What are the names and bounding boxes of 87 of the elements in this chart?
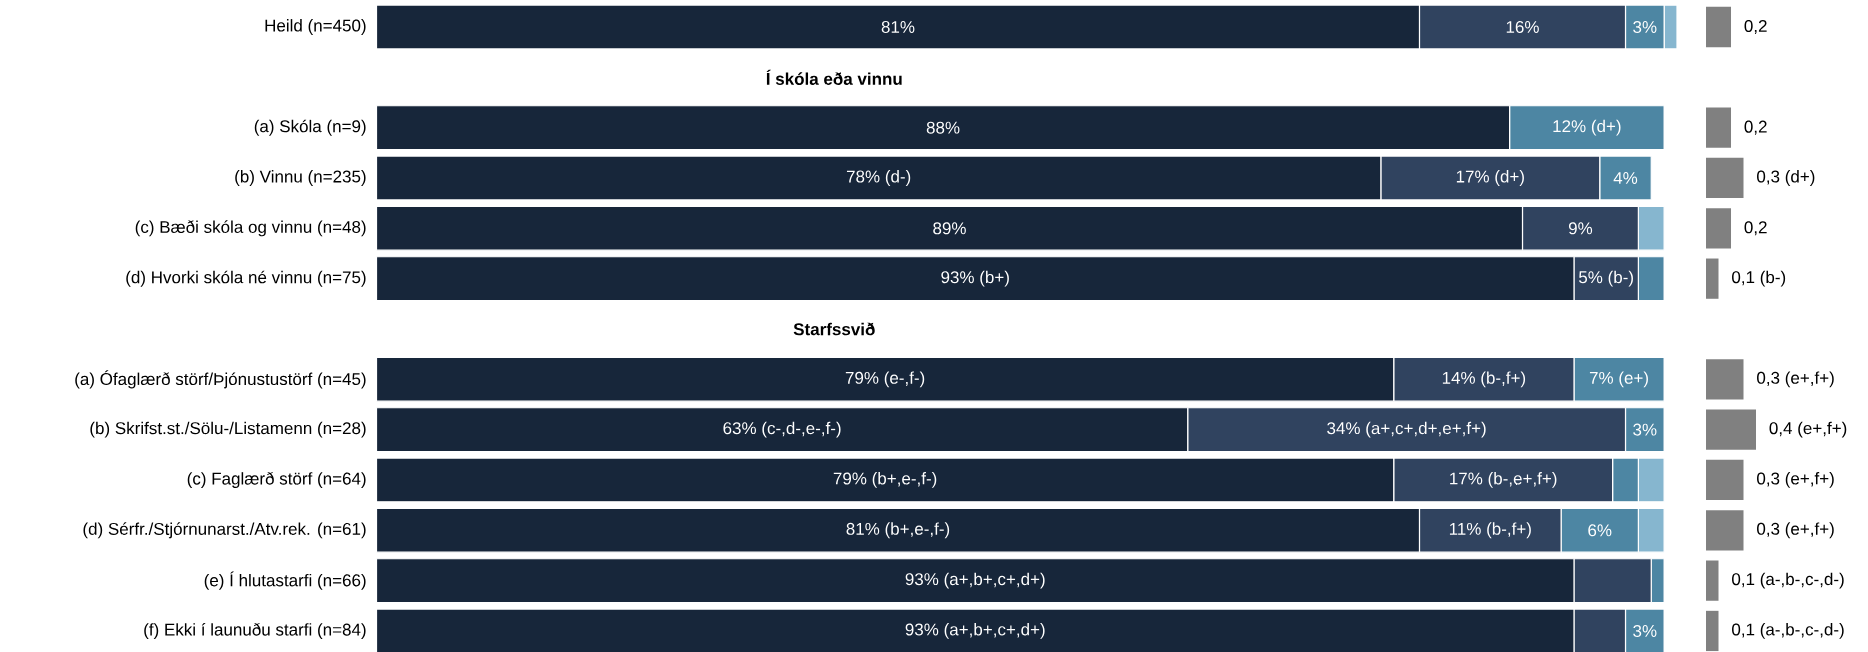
bar [375,155,1382,201]
data-label: 3% [1633,20,1657,34]
data-label: 93% (a+,b+,c+,d+) [905,572,1045,589]
y-tick-label: (c) Faglærð störf (n=64) [187,471,366,489]
data-label: 0,1 (b-) [1732,270,1786,287]
y-tick-label: (b) Skrifst.st./Sölu-/Listamenn (n=28) [90,421,366,438]
data-label: 0,2 [1744,120,1767,135]
bar [375,205,1524,251]
bar [375,457,1395,503]
data-label: 0,3 (d+) [1757,170,1815,186]
data-label: 0,1 (a-,b-,c-,d-) [1732,572,1844,589]
bar [1706,409,1757,450]
bar [1509,105,1665,151]
bar [1706,6,1732,48]
bar [1573,356,1665,402]
data-label: 78% (d-) [846,170,911,186]
data-label: 79% (e-,f-) [845,371,925,388]
data-label: 6% [1588,524,1612,537]
data-label: 3% [1633,423,1657,436]
y-tick-label: Starfssvið [793,322,875,336]
y-tick-label: (c) Bæði skóla og vinnu (n=48) [135,220,366,237]
data-label: 0,2 [1744,19,1767,35]
data-label: 0,4 (e+,f+) [1769,421,1847,438]
data-label: 11% (b-,f+) [1449,522,1531,539]
bar [1706,610,1719,652]
data-label: 93% (a+,b+,c+,d+) [905,623,1045,639]
bar [1573,608,1627,652]
data-label: 81% [881,20,915,34]
bar [1393,356,1575,402]
bar [1393,457,1614,503]
y-tick-label: (a) Ófaglærð störf/Þjónustustörf (n=45) [75,370,366,389]
bar [1560,507,1639,553]
data-label: 14% (b-,f+) [1442,371,1526,388]
data-label: 0,3 (e+,f+) [1757,522,1834,539]
data-label: 17% (d+) [1456,170,1524,186]
data-label: 34% (a+,c+,d+,e+,f+) [1327,421,1486,438]
y-tick-label: Í skóla eða vinnu [766,69,902,85]
bar [1418,507,1562,553]
bar [375,256,1575,302]
bar [375,558,1575,604]
bar [1599,155,1652,201]
bar [1612,457,1639,503]
bar [1187,407,1627,453]
bar [1380,155,1601,201]
bar [375,507,1421,553]
bar [375,105,1511,151]
bar [1637,256,1665,302]
data-label: 63% (c-,d-,e-,f-) [723,421,841,438]
data-label: 17% (b-,e+,f+) [1450,472,1557,488]
data-label: 0,1 (a-,b-,c-,d-) [1732,623,1844,639]
bar [375,4,1421,50]
bar [375,608,1575,652]
bar [1706,359,1744,400]
y-tick-label: (d) Sérfr./Stjórnunarst./Atv.rek. (n=61) [83,522,366,539]
bar [1418,4,1627,50]
bar [1706,258,1719,299]
data-label: 7% (e+) [1589,371,1648,388]
data-label: 5% (b-) [1578,270,1633,287]
data-label: 9% [1568,222,1593,235]
bar [1706,459,1744,501]
data-label: 12% (d+) [1553,119,1621,136]
data-label: 3% [1633,624,1657,637]
bar [1706,208,1732,249]
data-label: 88% [926,121,960,134]
bar [1706,107,1732,148]
y-tick-label: (f) Ekki í launuðu starfi (n=84) [144,622,366,639]
y-tick-label: (b) Vinnu (n=235) [235,170,366,186]
y-tick-label: (e) Í hlutastarfi (n=66) [204,571,366,590]
bar [1706,157,1744,199]
data-label: 4% [1613,172,1638,184]
data-label: 89% [933,222,966,235]
bar [1521,205,1639,251]
y-tick-label: (a) Skóla (n=9) [254,119,366,136]
data-label: 81% (b+,e-,f-) [846,522,950,539]
data-label: 93% (b+) [941,270,1009,287]
data-label: 0,3 (e+,f+) [1757,371,1834,388]
data-label: 0,2 [1744,221,1767,236]
bar [1706,560,1719,601]
y-tick-label: Heild (n=450) [265,19,366,35]
bar [1573,558,1652,604]
bar [375,356,1395,402]
bar [375,407,1189,453]
data-label: 0,3 (e+,f+) [1757,472,1834,488]
bar [1706,510,1744,551]
data-label: 79% (b+,e-,f-) [833,472,937,488]
data-label: 16% [1506,20,1539,34]
y-tick-label: (d) Hvorki skóla né vinnu (n=75) [126,270,366,287]
